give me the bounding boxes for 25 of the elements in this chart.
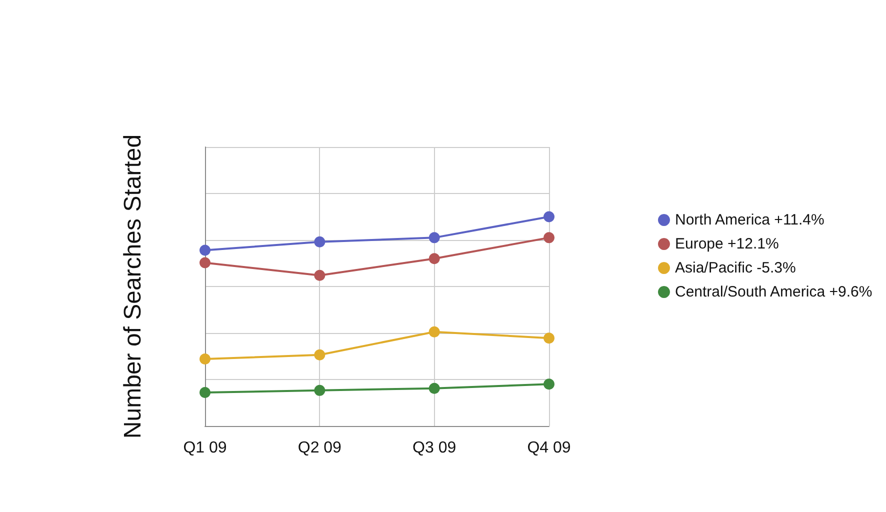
point xyxy=(200,257,210,268)
point xyxy=(544,378,554,390)
point xyxy=(428,326,440,338)
point xyxy=(428,253,440,264)
x-tick-label: Q1 09 xyxy=(183,440,227,456)
point xyxy=(200,244,210,256)
point xyxy=(544,211,554,222)
point xyxy=(314,236,326,248)
point xyxy=(200,354,210,365)
point xyxy=(200,387,210,398)
point xyxy=(428,232,440,244)
legend-label: Central/South America +9.6% xyxy=(674,284,872,300)
x-tick-label: Q2 09 xyxy=(298,440,342,456)
point xyxy=(544,332,554,344)
point xyxy=(314,384,326,396)
legend-label: North America +11.4% xyxy=(674,212,824,228)
point xyxy=(314,270,326,281)
point xyxy=(544,232,554,244)
x-tick-label: Q4 09 xyxy=(527,440,571,456)
legend-label: Asia/Pacific -5.3% xyxy=(674,260,796,276)
point xyxy=(314,349,326,360)
x-tick-label: Q3 09 xyxy=(412,440,456,456)
legend-label: Europe +12.1% xyxy=(674,236,779,252)
y-axis-title: Number of Searches Started xyxy=(120,134,146,439)
point xyxy=(428,382,440,394)
